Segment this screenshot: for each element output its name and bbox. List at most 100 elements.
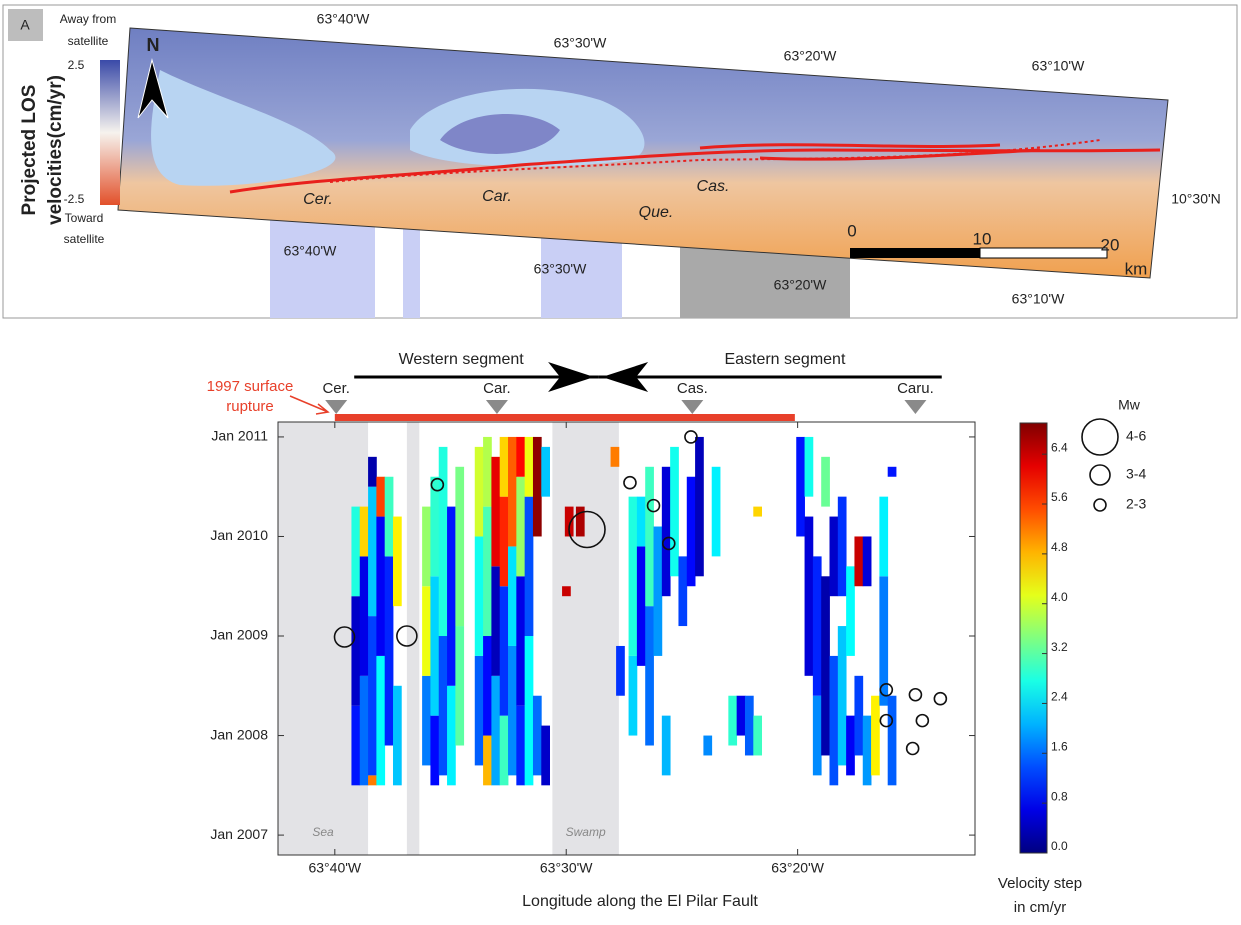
heatmap-cell [491, 676, 500, 785]
legend-label: 3-4 [1126, 466, 1146, 482]
y-tick-label: Jan 2007 [210, 826, 268, 842]
heatmap-cell [393, 686, 402, 786]
heatmap-cell [360, 676, 369, 785]
x-axis-title: Longitude along the El Pilar Fault [522, 893, 758, 910]
legend-marker [1094, 499, 1106, 511]
heatmap-cell [695, 437, 704, 576]
heatmap-cell [821, 576, 830, 755]
heatmap-cell [439, 447, 448, 636]
figure: A Away from satellite 2.5 -2.5 Toward sa… [0, 0, 1241, 920]
heatmap-cell [439, 636, 448, 775]
heatmap-cell [368, 487, 377, 616]
site-label: Car. [483, 380, 511, 397]
legend-label: 4-6 [1126, 428, 1146, 444]
heatmap-cell [376, 477, 385, 517]
heatmap-cell [637, 497, 646, 547]
earthquake [934, 693, 946, 705]
rupture-arrow [290, 396, 328, 414]
earthquake [624, 477, 636, 489]
heatmap-cell [838, 497, 847, 597]
heatmap-cell [500, 437, 509, 497]
heatmap-cell [805, 517, 814, 676]
y-tick-label: Jan 2010 [210, 527, 268, 543]
colorbar-tick-label: 1.6 [1051, 739, 1068, 753]
heatmap-cell [360, 507, 369, 557]
heatmap-cell [376, 656, 385, 785]
heatmap-cell [483, 437, 492, 507]
earthquake [916, 715, 928, 727]
heatmap-cell [447, 686, 456, 786]
heatmap-cell [830, 656, 839, 785]
site-marker [904, 400, 926, 414]
heatmap-cell [871, 696, 880, 776]
strip [270, 220, 375, 318]
heatmap-cell [562, 586, 571, 596]
heatmap-cell [645, 467, 654, 606]
rupture-label: 1997 surface [207, 378, 294, 395]
heatmap-cell [745, 696, 754, 756]
earthquake [909, 689, 921, 701]
site-label: Caru. [897, 380, 934, 397]
los-colorbar [100, 60, 120, 205]
heatmap-cell [351, 507, 360, 597]
heatmap-cell [430, 716, 439, 786]
page: A Away from satellite 2.5 -2.5 Toward sa… [0, 0, 1241, 925]
heatmap-cell [525, 636, 534, 785]
y-tick-label: Jan 2008 [210, 726, 268, 742]
heatmap-cell [888, 467, 897, 477]
heatmap-cell [525, 437, 534, 497]
site-marker [486, 400, 508, 414]
segment-label: Western segment [399, 351, 525, 368]
colorbar-bottom-label: satellite [64, 232, 105, 246]
heatmap-cell [516, 576, 525, 705]
heatmap-cell [616, 646, 625, 696]
heatmap-cell [854, 676, 863, 756]
colorbar-tick-label: 4.8 [1051, 540, 1068, 554]
heatmap-cell [525, 497, 534, 636]
heatmap-cell [455, 467, 464, 626]
heatmap-cell [645, 606, 654, 745]
longitude-label: 63°40'W [284, 243, 337, 259]
colorbar [1020, 423, 1047, 853]
longitude-label: 63°20'W [784, 48, 837, 64]
site-marker [681, 400, 703, 414]
heatmap-cell [508, 646, 517, 775]
longitude-label: 63°10'W [1032, 58, 1085, 74]
heatmap-cell [654, 527, 663, 656]
town-label: Cer. [303, 191, 333, 208]
colorbar-tick-label: 0.8 [1051, 789, 1068, 803]
shaded-region [552, 422, 619, 855]
panel-label: A [20, 17, 30, 33]
heatmap-cell [447, 507, 456, 686]
heatmap-cell [368, 457, 377, 487]
town-label: Que. [639, 204, 674, 221]
heatmap-cell [863, 536, 872, 586]
site-label: Cer. [322, 380, 350, 397]
heatmap-cell [360, 556, 369, 675]
colorbar-tick-label: 2.4 [1051, 690, 1068, 704]
heatmap-cell [508, 437, 517, 546]
colorbar-tick-label: 6.4 [1051, 440, 1068, 454]
legend-marker [1082, 419, 1118, 455]
scale-label: km [1125, 259, 1148, 278]
heatmap-cell [351, 706, 360, 786]
heatmap-cell [483, 736, 492, 786]
heatmap-cell [483, 636, 492, 736]
heatmap-cell [678, 556, 687, 626]
colorbar-top-label: satellite [68, 34, 109, 48]
heatmap-cell [662, 467, 671, 596]
scale-label: 10 [973, 229, 992, 248]
heatmap-cell [422, 676, 431, 766]
heatmap-cell [830, 517, 839, 597]
x-tick-label: 63°20'W [771, 860, 824, 876]
heatmap-cell [491, 457, 500, 566]
colorbar-bottom-label: Toward [65, 211, 104, 225]
heatmap-cell [629, 497, 638, 656]
north-label: N [147, 35, 160, 55]
heatmap-cell [805, 437, 814, 497]
heatmap-cell [475, 536, 484, 655]
heatmap-cell [796, 437, 805, 537]
colorbar-max: 2.5 [68, 58, 85, 72]
heatmap-cell [821, 457, 830, 507]
heatmap-cell [385, 556, 394, 745]
